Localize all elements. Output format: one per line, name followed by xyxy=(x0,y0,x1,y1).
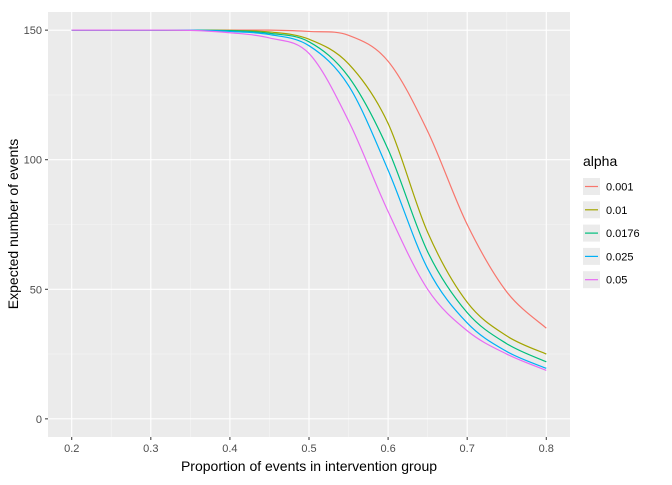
y-axis-label: Expected number of events xyxy=(5,139,21,309)
x-tick-label: 0.7 xyxy=(460,443,475,455)
legend-label: 0.0176 xyxy=(606,228,640,240)
series-lines xyxy=(71,29,547,371)
legend: alpha 0.001 0.01 0.0176 0.025 0.05 xyxy=(583,153,640,289)
legend-label: 0.025 xyxy=(606,251,634,263)
y-tick-label: 150 xyxy=(24,25,42,37)
x-tick-label: 0.4 xyxy=(222,443,237,455)
y-tick-label: 50 xyxy=(30,284,42,296)
y-tick-label: 0 xyxy=(36,414,42,426)
y-tick-label: 100 xyxy=(24,155,42,167)
x-tick-label: 0.6 xyxy=(380,443,395,455)
legend-label: 0.05 xyxy=(606,275,627,287)
legend-title: alpha xyxy=(583,153,617,169)
legend-label: 0.01 xyxy=(606,205,627,217)
x-tick-label: 0.5 xyxy=(301,443,316,455)
x-axis: 0.2 0.3 0.4 0.5 0.6 0.7 0.8 xyxy=(64,437,554,455)
y-axis: 0 50 100 150 xyxy=(24,25,48,426)
series-line-0.05 xyxy=(71,29,547,371)
legend-label: 0.001 xyxy=(606,182,634,194)
x-tick-label: 0.3 xyxy=(143,443,158,455)
x-tick-label: 0.8 xyxy=(539,443,554,455)
x-tick-label: 0.2 xyxy=(64,443,79,455)
x-axis-label: Proportion of events in intervention gro… xyxy=(181,458,437,474)
